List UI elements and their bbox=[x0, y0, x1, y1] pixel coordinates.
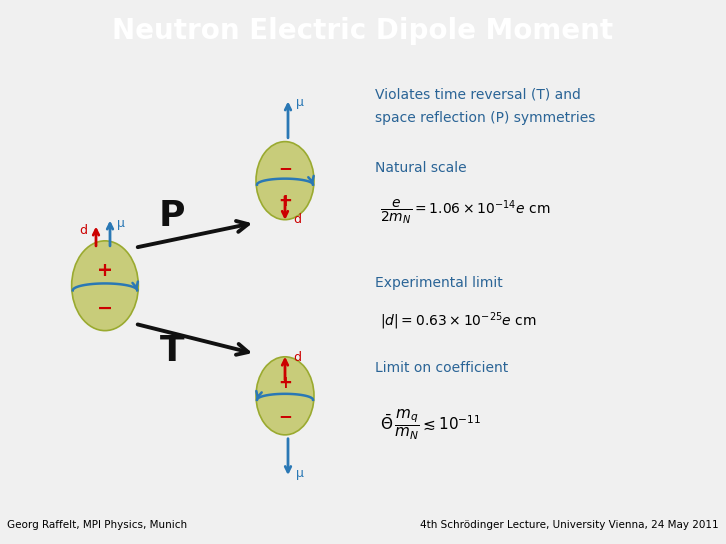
Text: Violates time reversal (T) and: Violates time reversal (T) and bbox=[375, 88, 581, 102]
Text: Experimental limit: Experimental limit bbox=[375, 276, 502, 290]
Text: T: T bbox=[160, 334, 184, 368]
Text: −: − bbox=[278, 407, 292, 425]
Text: P: P bbox=[159, 199, 185, 233]
Ellipse shape bbox=[256, 357, 314, 435]
Text: Neutron Electric Dipole Moment: Neutron Electric Dipole Moment bbox=[113, 17, 613, 45]
Text: Georg Raffelt, MPI Physics, Munich: Georg Raffelt, MPI Physics, Munich bbox=[7, 520, 187, 530]
Text: d: d bbox=[79, 224, 87, 237]
Text: space reflection (P) symmetries: space reflection (P) symmetries bbox=[375, 110, 595, 125]
Text: $\dfrac{e}{2m_N} = 1.06 \times 10^{-14}e\ \mathrm{cm}$: $\dfrac{e}{2m_N} = 1.06 \times 10^{-14}e… bbox=[380, 197, 550, 226]
Text: d: d bbox=[293, 351, 301, 364]
Text: +: + bbox=[278, 374, 292, 392]
Text: d: d bbox=[293, 213, 301, 226]
Text: Limit on coefficient: Limit on coefficient bbox=[375, 361, 508, 375]
Text: μ: μ bbox=[296, 467, 304, 480]
Text: $\bar{\Theta}\,\dfrac{m_q}{m_N} \lesssim 10^{-11}$: $\bar{\Theta}\,\dfrac{m_q}{m_N} \lesssim… bbox=[380, 408, 481, 442]
Text: +: + bbox=[278, 191, 292, 209]
Text: 4th Schrödinger Lecture, University Vienna, 24 May 2011: 4th Schrödinger Lecture, University Vien… bbox=[420, 520, 719, 530]
Ellipse shape bbox=[72, 241, 139, 331]
Text: $|d| = 0.63 \times 10^{-25}e\ \mathrm{cm}$: $|d| = 0.63 \times 10^{-25}e\ \mathrm{cm… bbox=[380, 311, 537, 332]
Text: μ: μ bbox=[117, 217, 125, 230]
Ellipse shape bbox=[256, 141, 314, 220]
Text: Natural scale: Natural scale bbox=[375, 160, 467, 175]
Text: +: + bbox=[97, 261, 113, 280]
Text: μ: μ bbox=[296, 96, 304, 109]
Text: −: − bbox=[97, 299, 113, 318]
Text: −: − bbox=[278, 159, 292, 177]
